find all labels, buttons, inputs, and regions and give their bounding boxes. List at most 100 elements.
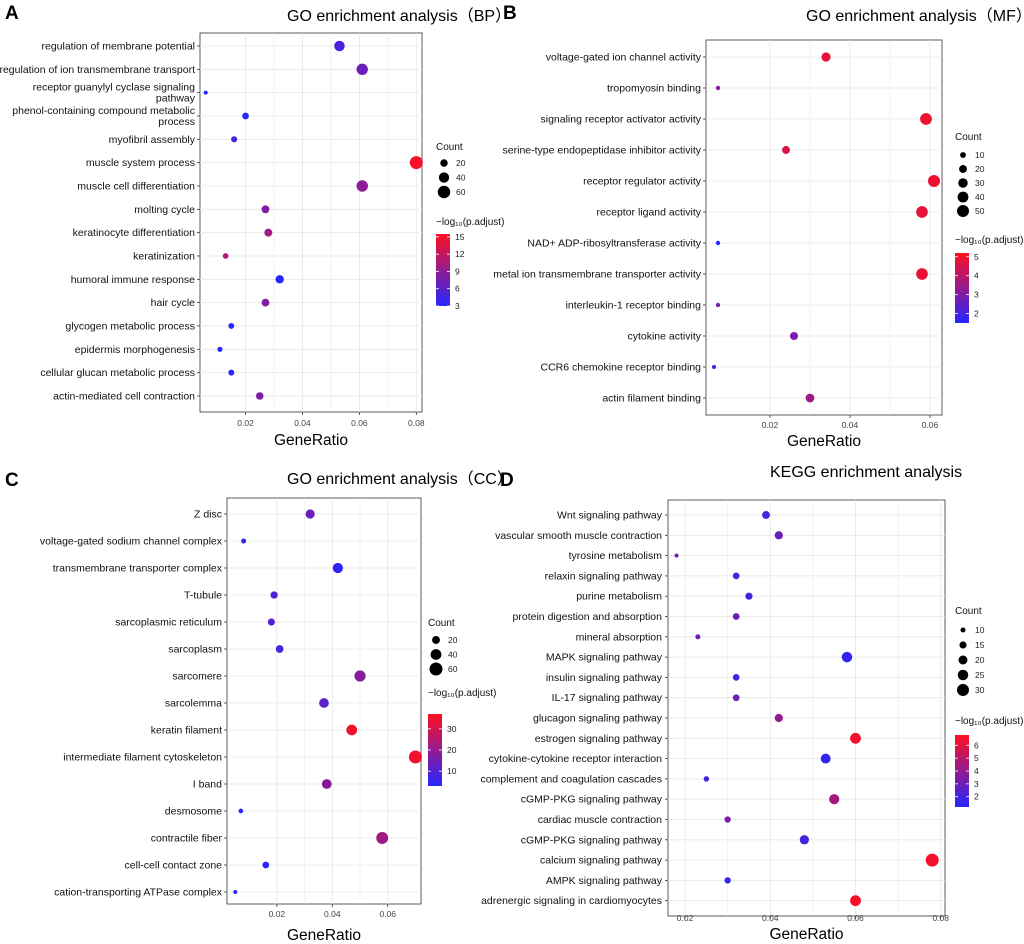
- color-bar-label: 12: [455, 249, 465, 259]
- y-tick-label: T-tubule: [184, 590, 222, 602]
- color-bar-label: 5: [974, 753, 979, 763]
- data-point: [695, 634, 701, 640]
- y-tick-label: mineral absorption: [576, 631, 663, 643]
- y-tick-label: cytokine activity: [627, 331, 701, 343]
- y-tick-label: cytokine-cytokine receptor interaction: [489, 753, 662, 765]
- data-point: [228, 323, 235, 329]
- data-point: [762, 511, 770, 519]
- y-tick-label: transmembrane transporter complex: [53, 563, 223, 575]
- size-legend-label: 40: [448, 650, 458, 660]
- data-point: [262, 861, 270, 869]
- x-tick-label: 0.04: [324, 909, 341, 919]
- data-point: [334, 40, 345, 52]
- size-legend-dot: [960, 627, 966, 633]
- y-tick-label: cation-transporting ATPase complex: [54, 887, 223, 899]
- color-bar: [436, 234, 450, 306]
- data-point: [321, 779, 332, 789]
- data-point: [712, 365, 716, 369]
- data-point: [275, 275, 284, 284]
- color-bar: [428, 714, 442, 786]
- data-point: [774, 713, 783, 723]
- size-legend-dot: [957, 191, 969, 203]
- y-tick-label-line: process: [158, 116, 195, 128]
- data-point: [264, 228, 273, 237]
- y-tick-label: actin filament binding: [602, 393, 701, 405]
- size-legend-dot: [957, 205, 969, 217]
- y-tick-label: keratinocyte differentiation: [73, 227, 196, 239]
- data-point: [916, 206, 928, 218]
- x-tick-label: 0.04: [762, 913, 779, 923]
- data-point: [231, 136, 238, 143]
- y-tick-label: regulation of membrane potential: [41, 41, 195, 53]
- data-point: [916, 268, 928, 280]
- panel-d: D KEGG enrichment analysis 0.02 0.04 0.06 0.0…: [480, 464, 1023, 943]
- y-tick-label: AMPK signaling pathway: [546, 875, 663, 887]
- chart-title: GO enrichment analysis（BP）: [287, 7, 511, 25]
- x-tick-label: 0.06: [847, 913, 864, 923]
- size-legend-label: 30: [975, 178, 985, 188]
- y-tick-label: humoral immune response: [71, 274, 195, 286]
- x-tick-label: 0.06: [379, 909, 396, 919]
- panel-letter: D: [500, 470, 514, 491]
- y-tick-label: cell-cell contact zone: [125, 860, 223, 872]
- size-legend-title: Count: [955, 606, 982, 617]
- x-axis-title: GeneRatio: [274, 432, 348, 449]
- x-axis-title: GeneRatio: [769, 926, 843, 943]
- panel-letter: C: [5, 470, 19, 491]
- data-point: [715, 302, 721, 308]
- y-tick-label: cGMP-PKG signaling pathway: [521, 794, 663, 806]
- size-legend-label: 60: [456, 187, 466, 197]
- y-tick-label: NAD+ ADP-ribosyltransferase activity: [527, 238, 701, 250]
- data-point: [346, 724, 358, 736]
- color-bar-label: 6: [455, 284, 460, 294]
- data-point: [732, 674, 740, 681]
- y-tick-label: signaling receptor activator activity: [541, 114, 702, 126]
- color-legend-title: −log₁₀(p.adjust): [955, 716, 1023, 727]
- data-point: [799, 835, 809, 845]
- y-tick-label: myofibril assembly: [109, 134, 196, 146]
- data-point: [217, 346, 223, 352]
- size-legend-dot: [960, 152, 966, 158]
- color-bar-label: 3: [974, 290, 979, 300]
- data-point: [356, 180, 368, 192]
- x-tick-label: 0.02: [677, 913, 694, 923]
- panel-letter: A: [5, 3, 19, 24]
- data-point: [703, 776, 710, 782]
- panel-a: A GO enrichment analysis（BP） 0.02 0.04 0.06 0…: [0, 3, 511, 449]
- plot-area: [667, 499, 946, 917]
- y-tick-label: voltage-gated sodium channel complex: [40, 536, 223, 548]
- data-point: [850, 895, 861, 907]
- data-point: [829, 794, 840, 805]
- y-tick-label: molting cycle: [134, 204, 195, 216]
- x-tick-label: 0.06: [351, 418, 368, 428]
- y-tick-label: actin-mediated cell contraction: [53, 390, 195, 402]
- y-tick-label: vascular smooth muscle contraction: [495, 530, 662, 542]
- color-bar-label: 30: [447, 724, 457, 734]
- data-point: [724, 816, 731, 823]
- color-bar-label: 4: [974, 766, 979, 776]
- color-bar-label: 3: [974, 779, 979, 789]
- y-tick-label: glucagon signaling pathway: [533, 713, 663, 725]
- data-point: [724, 877, 731, 884]
- data-point: [920, 113, 932, 125]
- y-tick-label: cellular glucan metabolic process: [40, 367, 195, 379]
- y-tick-label: receptor guanylyl cyclase signaling pathw…: [33, 82, 196, 105]
- data-point: [275, 645, 284, 653]
- y-tick-label: protein digestion and absorption: [513, 611, 663, 623]
- size-legend-dot: [440, 159, 448, 167]
- y-tick-label: complement and coagulation cascades: [480, 773, 662, 785]
- size-legend-dot: [959, 641, 967, 649]
- y-tick-label: sarcoplasmic reticulum: [115, 617, 222, 629]
- color-bar-label: 3: [455, 301, 460, 311]
- data-point: [732, 613, 740, 620]
- data-point: [774, 531, 783, 540]
- y-tick-label-line: phenol-containing compound metabolic: [12, 105, 195, 117]
- data-point: [732, 694, 740, 702]
- y-tick-label: glycogen metabolic process: [65, 320, 195, 332]
- color-bar-label: 20: [447, 745, 457, 755]
- y-tick-label: Wnt signaling pathway: [557, 510, 663, 522]
- size-legend-label: 50: [975, 206, 985, 216]
- data-point: [242, 112, 249, 120]
- data-point: [241, 538, 247, 544]
